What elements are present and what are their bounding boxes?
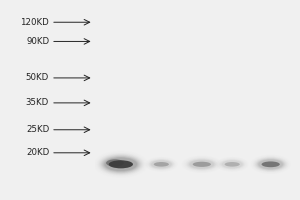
- Ellipse shape: [221, 160, 243, 168]
- Ellipse shape: [104, 157, 138, 172]
- Ellipse shape: [151, 160, 172, 168]
- Ellipse shape: [259, 160, 283, 169]
- Ellipse shape: [149, 159, 174, 169]
- Text: 120KD: 120KD: [20, 18, 49, 27]
- Ellipse shape: [99, 154, 142, 174]
- Ellipse shape: [256, 158, 286, 171]
- Ellipse shape: [188, 159, 215, 169]
- Ellipse shape: [149, 159, 173, 169]
- Ellipse shape: [257, 159, 284, 170]
- Ellipse shape: [222, 160, 242, 168]
- Ellipse shape: [256, 158, 285, 170]
- Ellipse shape: [105, 158, 137, 171]
- Ellipse shape: [221, 160, 244, 169]
- Ellipse shape: [100, 155, 142, 174]
- Ellipse shape: [255, 157, 286, 171]
- Ellipse shape: [151, 160, 172, 168]
- Ellipse shape: [220, 159, 244, 169]
- Ellipse shape: [103, 156, 139, 172]
- Ellipse shape: [262, 161, 280, 167]
- Ellipse shape: [189, 160, 215, 169]
- Text: 50KD: 50KD: [26, 73, 49, 82]
- Ellipse shape: [187, 159, 217, 170]
- Ellipse shape: [154, 162, 169, 167]
- Text: 35KD: 35KD: [26, 98, 49, 107]
- Ellipse shape: [109, 160, 133, 168]
- Ellipse shape: [193, 162, 211, 167]
- Ellipse shape: [254, 157, 287, 172]
- Ellipse shape: [102, 156, 140, 173]
- Ellipse shape: [106, 159, 124, 167]
- Text: 20KD: 20KD: [26, 148, 49, 157]
- Text: 25KD: 25KD: [26, 125, 49, 134]
- Ellipse shape: [150, 160, 172, 169]
- Ellipse shape: [258, 159, 284, 170]
- Ellipse shape: [101, 155, 141, 173]
- Ellipse shape: [225, 162, 240, 167]
- Ellipse shape: [190, 160, 214, 169]
- Ellipse shape: [98, 154, 143, 175]
- Ellipse shape: [188, 159, 216, 170]
- Text: 90KD: 90KD: [26, 37, 49, 46]
